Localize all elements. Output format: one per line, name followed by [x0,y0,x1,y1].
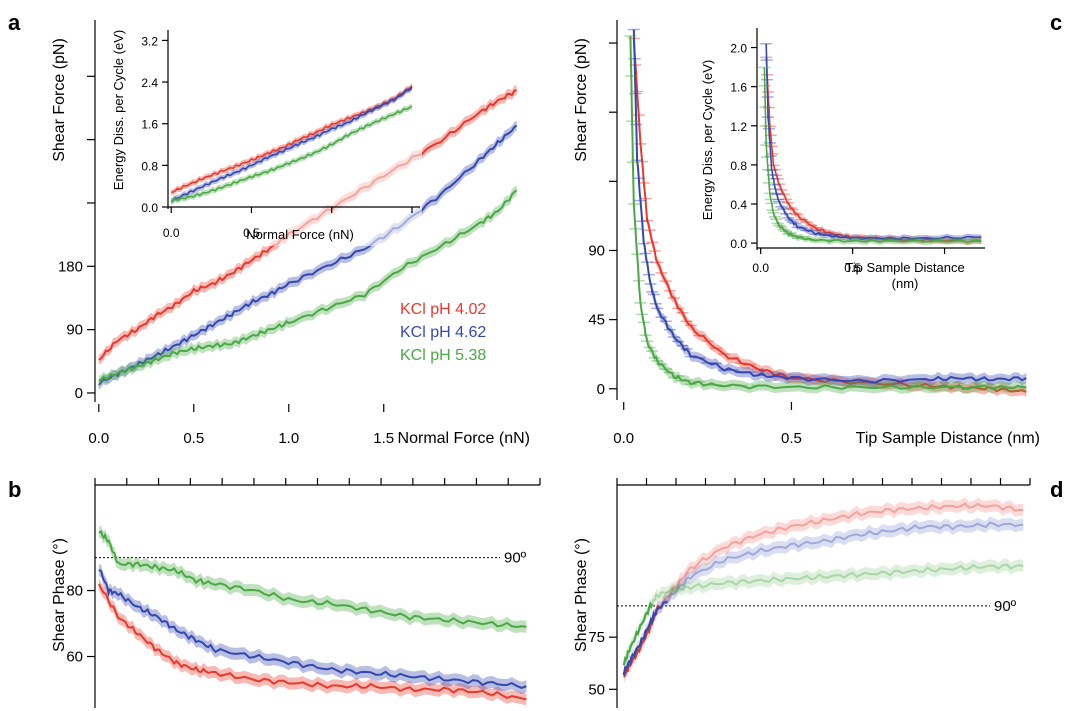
series-line-red [171,85,413,194]
y-axis-label: Shear Phase (°) [51,538,68,652]
series-line-red [97,583,527,701]
panel-letters: a c b d [8,10,1063,502]
y-tick-label: 180 [58,258,83,275]
series-band-green [623,558,1024,672]
series-line-blue [98,568,527,689]
series-line-blue [765,43,982,241]
y-tick-label: 1.6 [730,81,747,95]
y-tick-label: 75 [588,629,605,646]
y-tick-label: 2.4 [141,76,158,90]
series-band-blue [623,516,1024,681]
series-line-blue [98,124,518,386]
panel-letter-a: a [8,10,21,35]
x-tick-label: 0.0 [163,226,180,240]
x-tick-label: 0.0 [752,261,769,275]
y-tick-label: 0.8 [141,159,158,173]
y-tick-label: 0.4 [730,198,747,212]
y-tick-label: 60 [66,649,83,666]
y-tick-label: 45 [588,312,605,329]
y-tick-label: 0.8 [730,159,747,173]
y-tick-label: 80 [66,583,83,600]
series-line-strong-green [622,601,654,666]
series-band-green [98,525,527,633]
x-axis-label: Tip Sample Distance (nm) [845,260,964,291]
x-tick-label: 0.5 [781,430,802,447]
series-line-green [98,189,518,382]
y-tick-label: 50 [588,681,605,698]
x-axis-label: Normal Force (nN) [398,430,530,447]
series-line-strong-blue [622,600,668,676]
panel-letter-c: c [1050,10,1062,35]
y-tick-label: 1.6 [141,118,158,132]
series-line-red [98,89,517,361]
y-tick-label: 1.2 [730,120,747,134]
y-axis-label: Shear Phase (°) [573,538,590,652]
series-band-red [623,497,1024,683]
y-tick-label: 0 [597,381,605,398]
y-tick-label: 3.2 [141,34,158,48]
series-band-blue [98,563,527,694]
series-line-green [98,530,527,629]
x-tick-label: 1.0 [278,430,299,447]
y-tick-label: 0.0 [141,201,158,215]
chart-c: 0 45 90 0.0 0.5 Tip Sample Distance (nm) Shear… [573,20,1040,447]
legend-entry: KCl pH 4.62 [400,324,486,341]
y-axis-label: Energy Diss. per Cycle (eV) [700,60,715,220]
y-tick-label: 0 [75,385,83,402]
series-line-blue [632,29,1027,384]
series-line-green [763,67,982,244]
legend-entry: KCl pH 4.02 [400,301,486,318]
y-axis-label: Shear Force (pN) [51,38,68,162]
series-band-green [171,103,412,205]
series-line-green [629,35,1027,391]
x-tick-label: 0.5 [243,226,260,240]
y-tick-label: 0.0 [730,237,747,251]
y-axis-label: Energy Diss. per Cycle (eV) [111,30,126,190]
y-tick-label: 90 [66,322,83,339]
series-line-green [170,105,413,202]
series-band-red [98,578,527,706]
x-tick-label: 1.5 [373,430,394,447]
panel-letter-b: b [8,477,21,502]
reference-line-label: 90º [504,550,527,567]
legend-entry: KCl pH 5.38 [400,347,486,364]
panel-letter-d: d [1050,477,1063,502]
y-axis-label: Shear Force (pN) [573,38,590,162]
x-axis-label: Normal Force (nN) [246,227,354,242]
x-tick-label: 0.5 [183,430,204,447]
x-axis-label: Tip Sample Distance (nm) [856,430,1040,447]
x-tick-label: 0.0 [88,430,109,447]
series-line-blue [170,86,413,203]
y-tick-label: 90 [588,242,605,259]
reference-line-label: 90º [994,598,1017,615]
inset-background [112,14,422,246]
y-tick-label: 2.0 [730,42,747,56]
x-tick-label: 0.5 [844,261,861,275]
x-tick-label: 0.0 [613,430,634,447]
